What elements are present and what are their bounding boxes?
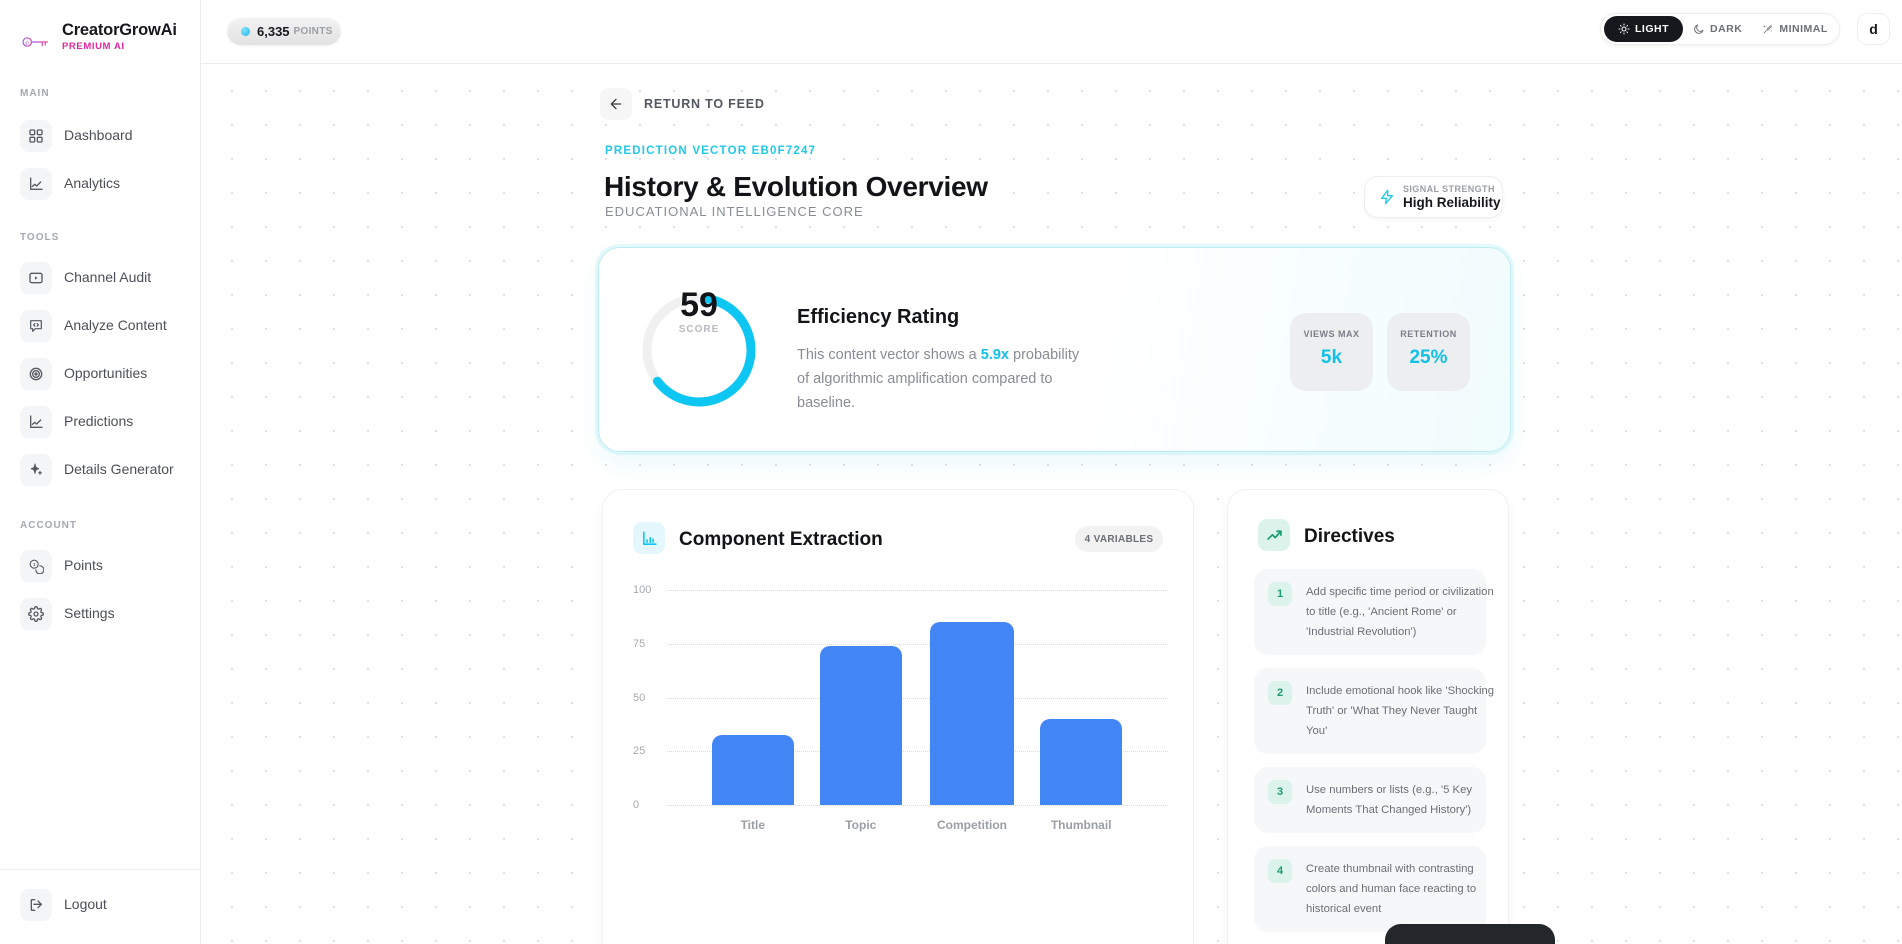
svg-text:1: 1 — [33, 562, 36, 567]
svg-text:C: C — [25, 40, 29, 46]
